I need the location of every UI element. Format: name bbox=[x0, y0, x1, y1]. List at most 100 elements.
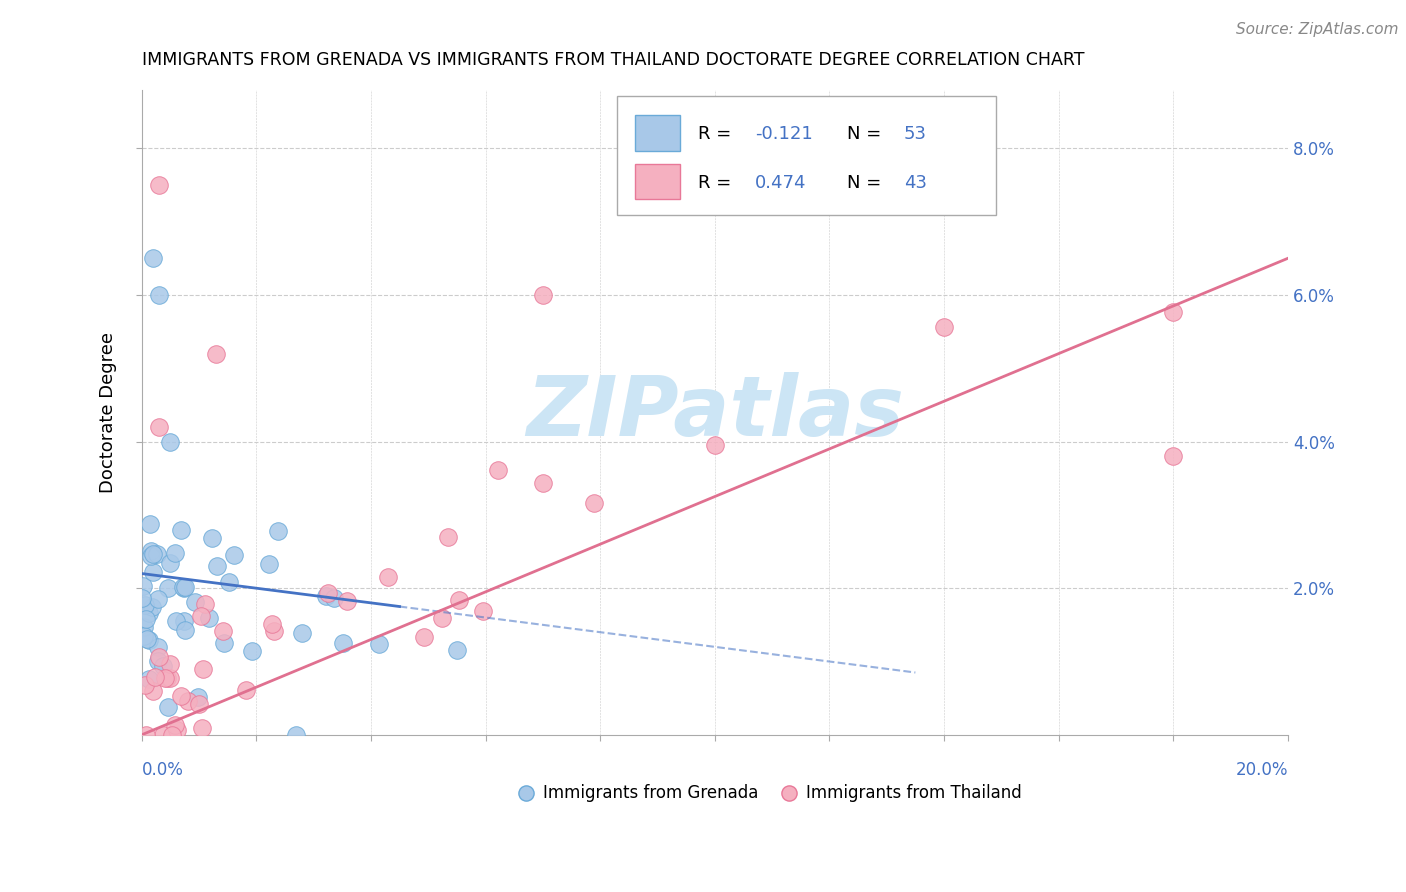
Point bbox=[132, 629, 155, 643]
Point bbox=[134, 620, 156, 634]
Point bbox=[134, 678, 156, 692]
Point bbox=[131, 579, 153, 593]
Point bbox=[159, 671, 181, 685]
Point bbox=[159, 556, 181, 570]
Point bbox=[932, 320, 955, 334]
Point bbox=[135, 611, 157, 625]
Text: R =: R = bbox=[697, 174, 737, 192]
Text: ZIPatlas: ZIPatlas bbox=[526, 372, 904, 453]
Point bbox=[486, 463, 509, 477]
Point bbox=[135, 728, 157, 742]
Point bbox=[446, 642, 468, 657]
Point bbox=[412, 630, 434, 644]
Point bbox=[187, 690, 209, 704]
Point bbox=[218, 575, 240, 590]
Point bbox=[177, 694, 200, 708]
Y-axis label: Doctorate Degree: Doctorate Degree bbox=[100, 332, 117, 492]
Point bbox=[207, 558, 229, 573]
Point bbox=[205, 346, 228, 360]
Point bbox=[240, 644, 263, 658]
Point bbox=[134, 598, 156, 612]
Point bbox=[183, 594, 205, 608]
Point bbox=[291, 626, 314, 640]
Point bbox=[157, 699, 180, 714]
Point bbox=[155, 671, 177, 685]
Point bbox=[165, 718, 187, 732]
Point bbox=[332, 636, 354, 650]
Text: 53: 53 bbox=[904, 125, 927, 143]
Point bbox=[142, 252, 165, 266]
Text: Source: ZipAtlas.com: Source: ZipAtlas.com bbox=[1236, 22, 1399, 37]
Point bbox=[138, 633, 160, 648]
Text: N =: N = bbox=[846, 174, 887, 192]
Point bbox=[191, 662, 214, 676]
Text: 20.0%: 20.0% bbox=[1236, 761, 1288, 779]
Point bbox=[146, 654, 169, 668]
Point bbox=[212, 636, 235, 650]
Point bbox=[155, 671, 177, 685]
Point bbox=[173, 614, 195, 628]
Point bbox=[138, 672, 160, 686]
Point bbox=[148, 420, 170, 434]
Point bbox=[148, 288, 170, 302]
Point bbox=[142, 547, 165, 561]
Point bbox=[162, 728, 184, 742]
Point bbox=[159, 434, 181, 449]
Point bbox=[148, 640, 170, 654]
Point bbox=[211, 624, 233, 638]
Text: 43: 43 bbox=[904, 174, 927, 192]
Point bbox=[146, 547, 169, 561]
Point bbox=[531, 288, 554, 302]
Point bbox=[190, 609, 212, 624]
Point bbox=[152, 728, 174, 742]
Point bbox=[531, 475, 554, 490]
Point bbox=[582, 496, 605, 510]
Point bbox=[142, 683, 165, 698]
Point bbox=[267, 524, 290, 539]
Point bbox=[139, 549, 162, 563]
Point bbox=[139, 517, 162, 532]
Point bbox=[173, 581, 195, 595]
Point bbox=[315, 590, 337, 604]
Point bbox=[201, 531, 224, 545]
Point bbox=[190, 721, 212, 735]
Text: R =: R = bbox=[697, 125, 737, 143]
Point bbox=[170, 523, 193, 537]
Point bbox=[368, 637, 391, 651]
Text: -0.121: -0.121 bbox=[755, 125, 813, 143]
Point bbox=[166, 723, 188, 738]
Text: N =: N = bbox=[846, 125, 887, 143]
Point bbox=[159, 657, 181, 671]
Point bbox=[285, 728, 308, 742]
Text: Immigrants from Thailand: Immigrants from Thailand bbox=[807, 784, 1022, 802]
Point bbox=[263, 624, 285, 638]
Point bbox=[197, 611, 219, 625]
Point bbox=[169, 690, 191, 704]
Point bbox=[139, 543, 162, 558]
Text: 0.474: 0.474 bbox=[755, 174, 807, 192]
Point bbox=[131, 591, 153, 605]
FancyBboxPatch shape bbox=[617, 96, 995, 216]
Point bbox=[143, 670, 166, 684]
Point bbox=[257, 557, 280, 571]
Point bbox=[156, 581, 179, 595]
FancyBboxPatch shape bbox=[634, 164, 681, 199]
Point bbox=[141, 600, 163, 615]
Point bbox=[318, 586, 340, 600]
Point bbox=[235, 682, 257, 697]
Point bbox=[377, 569, 399, 583]
Text: 0.0%: 0.0% bbox=[142, 761, 184, 779]
Point bbox=[262, 616, 284, 631]
Point bbox=[323, 591, 346, 606]
Point bbox=[449, 592, 471, 607]
Point bbox=[173, 580, 195, 594]
Point bbox=[148, 178, 170, 192]
Point bbox=[222, 548, 245, 562]
Point bbox=[430, 611, 453, 625]
Point bbox=[193, 597, 215, 611]
Point bbox=[148, 649, 170, 664]
Point bbox=[152, 658, 174, 673]
Point bbox=[703, 438, 725, 452]
Point bbox=[336, 594, 359, 608]
Point bbox=[172, 580, 194, 594]
